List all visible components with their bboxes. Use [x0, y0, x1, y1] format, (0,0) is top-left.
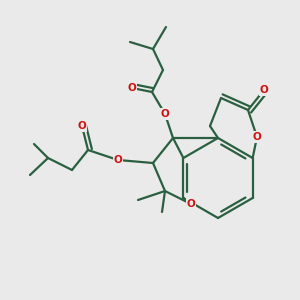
Text: O: O: [187, 199, 195, 209]
Text: O: O: [253, 132, 261, 142]
Text: O: O: [114, 155, 122, 165]
Text: O: O: [78, 121, 86, 131]
Text: O: O: [128, 83, 136, 93]
Text: O: O: [260, 85, 268, 95]
Text: O: O: [160, 109, 169, 119]
